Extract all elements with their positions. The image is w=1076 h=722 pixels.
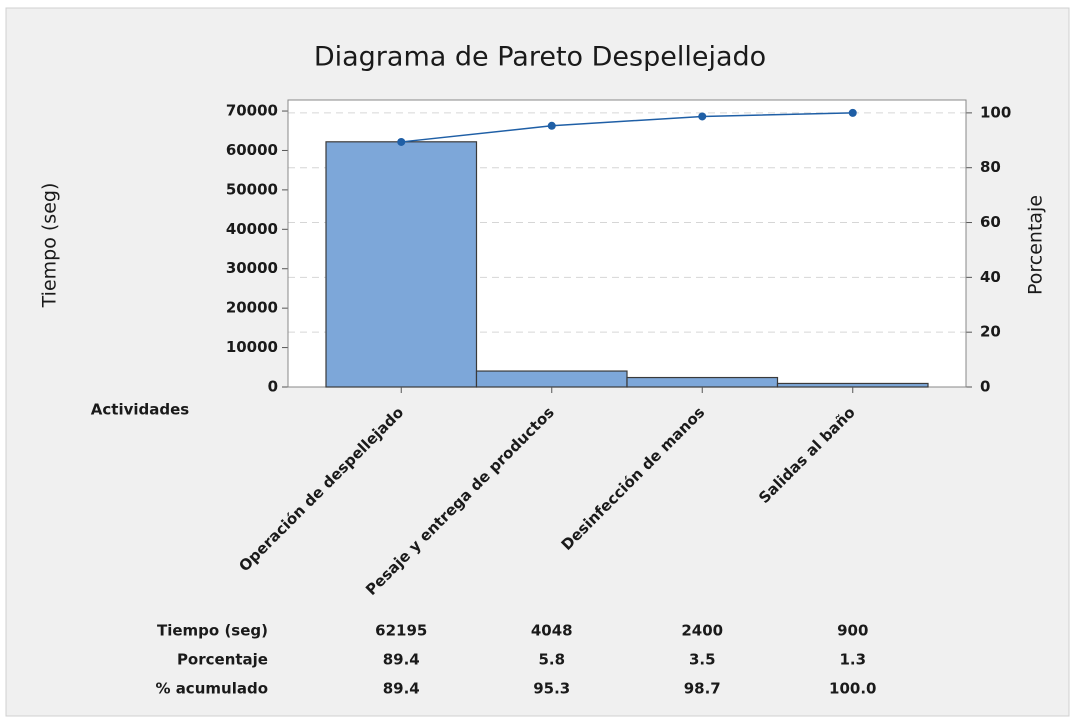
table-cell: 3.5	[689, 651, 716, 669]
cumulative-point	[397, 137, 406, 146]
table-row-label: Porcentaje	[177, 651, 268, 669]
table-cell: 89.4	[383, 680, 420, 698]
table-cell: 89.4	[383, 651, 420, 669]
table-cell: 98.7	[684, 680, 721, 698]
table-row-label: Tiempo (seg)	[157, 622, 268, 640]
cumulative-line	[401, 112, 853, 143]
y2-tick-label: 80	[980, 158, 1001, 176]
y2-tick-label: 0	[980, 378, 990, 396]
bar	[325, 141, 478, 388]
table-cell: 900	[837, 622, 868, 640]
table-cell: 4048	[531, 622, 573, 640]
y2-axis-title: Porcentaje	[1025, 195, 1047, 295]
table-cell: 2400	[681, 622, 723, 640]
y2-tick-label: 40	[980, 268, 1001, 286]
y-tick-label: 50000	[226, 180, 278, 198]
y2-tick-label: 60	[980, 213, 1001, 231]
table-row-label: % acumulado	[155, 680, 268, 698]
table-cell: 5.8	[538, 651, 565, 669]
y-tick-label: 70000	[226, 102, 278, 120]
y-axis-title: Tiempo (seg)	[39, 183, 61, 309]
table-cell: 1.3	[839, 651, 866, 669]
y-tick-label: 30000	[226, 259, 278, 277]
table-cell: 62195	[375, 622, 427, 640]
table-cell: 95.3	[533, 680, 570, 698]
y2-tick-label: 100	[980, 103, 1011, 121]
chart-title: Diagrama de Pareto Despellejado	[314, 42, 766, 73]
y-tick-label: 40000	[226, 220, 278, 238]
cumulative-point	[547, 121, 556, 130]
y-tick-label: 0	[268, 378, 278, 396]
category-axis-title: Actividades	[91, 401, 190, 419]
y-tick-label: 60000	[226, 141, 278, 159]
y-tick-label: 10000	[226, 338, 278, 356]
bar	[776, 382, 929, 388]
y-tick-label: 20000	[226, 299, 278, 317]
cumulative-point	[848, 108, 857, 117]
table-cell: 100.0	[829, 680, 876, 698]
cumulative-point	[698, 112, 707, 121]
bar	[626, 376, 779, 388]
y2-tick-label: 20	[980, 323, 1001, 341]
bar	[475, 370, 628, 388]
